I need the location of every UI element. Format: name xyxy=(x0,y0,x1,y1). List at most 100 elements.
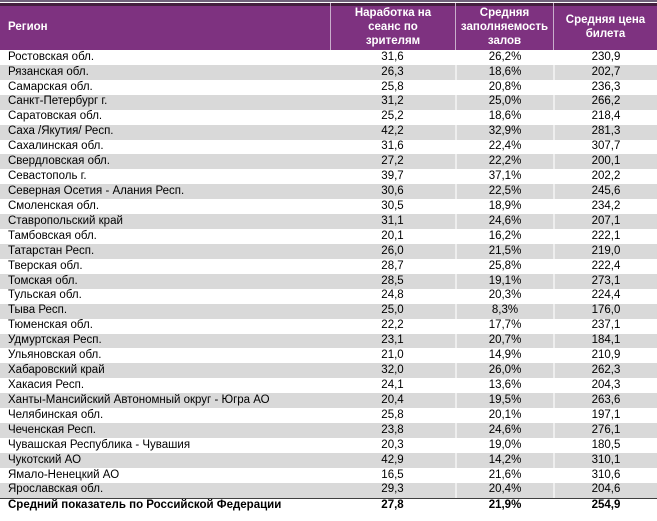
per-session-cell: 26,0 xyxy=(381,244,404,257)
price-cell: 245,6 xyxy=(553,184,657,200)
per-session-cell: 30,5 xyxy=(381,199,404,212)
price-cell: 234,2 xyxy=(553,199,657,215)
region-cell: Ставропольский край xyxy=(8,214,123,227)
per-session-cell: 25,0 xyxy=(381,304,404,317)
table-row: Саратовская обл. 25,2 18,6% 218,4 xyxy=(0,109,657,125)
table-row: Саха /Якутия/ Респ. 42,2 32,9% 281,3 xyxy=(0,124,657,140)
per-session-cell: 31,1 xyxy=(381,214,404,227)
occupancy-cell: 13,6% xyxy=(455,378,553,394)
price-cell: 266,2 xyxy=(553,94,657,110)
region-cell: Челябинская обл. xyxy=(8,408,104,421)
occupancy-cell: 18,6% xyxy=(455,109,553,125)
price-cell: 204,3 xyxy=(553,378,657,394)
price-cell: 202,2 xyxy=(553,169,657,185)
table-row: Ханты-Мансийский Автономный округ - Югра… xyxy=(0,393,657,409)
per-session-cell: 22,2 xyxy=(381,319,404,332)
table-row: Самарская обл. 25,8 20,8% 236,3 xyxy=(0,79,657,95)
region-cell: Ярославская обл. xyxy=(8,483,104,496)
table-row: Хакасия Респ. 24,1 13,6% 204,3 xyxy=(0,378,657,394)
price-cell: 307,7 xyxy=(553,139,657,155)
occupancy-cell: 37,1% xyxy=(455,169,553,185)
region-cell: Свердловская обл. xyxy=(8,155,110,168)
per-session-cell: 42,2 xyxy=(381,125,404,138)
per-session-cell: 29,3 xyxy=(381,483,404,496)
region-cell: Саха /Якутия/ Респ. xyxy=(8,125,114,138)
region-cell: Хакасия Респ. xyxy=(8,378,85,391)
total-price-cell: 254,9 xyxy=(553,498,657,514)
table-row: Хабаровский край 32,0 26,0% 262,3 xyxy=(0,363,657,379)
per-session-cell: 28,7 xyxy=(381,259,404,272)
occupancy-cell: 17,7% xyxy=(455,318,553,334)
occupancy-cell: 24,6% xyxy=(455,214,553,230)
per-session-cell: 20,3 xyxy=(381,438,404,451)
per-session-cell: 28,5 xyxy=(381,274,404,287)
price-cell: 222,1 xyxy=(553,229,657,244)
occupancy-cell: 14,9% xyxy=(455,348,553,364)
price-cell: 276,1 xyxy=(553,423,657,438)
region-cell: Чувашская Республика - Чувашия xyxy=(8,438,191,451)
region-cell: Ханты-Мансийский Автономный округ - Югра… xyxy=(8,393,270,406)
region-cell: Самарская обл. xyxy=(8,80,93,93)
per-session-cell: 39,7 xyxy=(381,170,404,183)
occupancy-cell: 16,2% xyxy=(455,229,553,244)
price-cell: 273,1 xyxy=(553,273,657,289)
column-header-hall-occupancy: Средняя заполняемость залов xyxy=(455,3,553,50)
region-cell: Тверская обл. xyxy=(8,259,83,272)
occupancy-cell: 19,1% xyxy=(455,273,553,289)
column-header-per-session-viewers: Наработка на сеанс по зрителям xyxy=(330,3,455,50)
region-cell: Тыва Респ. xyxy=(8,304,68,317)
occupancy-cell: 24,6% xyxy=(455,423,553,438)
table-row: Ямало-Ненецкий АО 16,5 21,6% 310,6 xyxy=(0,467,657,483)
table-row: Челябинская обл. 25,8 20,1% 197,1 xyxy=(0,408,657,424)
per-session-cell: 24,8 xyxy=(381,289,404,302)
price-cell: 210,9 xyxy=(553,348,657,364)
table-row: Северная Осетия - Алания Респ. 30,6 22,5% 2… xyxy=(0,184,657,200)
region-cell: Ростовская обл. xyxy=(8,50,95,63)
per-session-cell: 31,2 xyxy=(381,95,404,108)
per-session-cell: 23,1 xyxy=(381,334,404,347)
occupancy-cell: 26,0% xyxy=(455,363,553,379)
occupancy-cell: 25,0% xyxy=(455,94,553,110)
occupancy-cell: 20,7% xyxy=(455,333,553,349)
region-cell: Ульяновская обл. xyxy=(8,349,102,362)
price-cell: 237,1 xyxy=(553,318,657,334)
table-body: Ростовская обл. 31,6 26,2% 230,9 Рязанская о… xyxy=(0,50,657,514)
per-session-cell: 25,2 xyxy=(381,110,404,123)
occupancy-cell: 22,4% xyxy=(455,139,553,155)
table-row: Татарстан Респ. 26,0 21,5% 219,0 xyxy=(0,243,657,259)
per-session-cell: 20,4 xyxy=(381,393,404,406)
price-cell: 204,6 xyxy=(553,482,657,498)
price-cell: 202,7 xyxy=(553,64,657,80)
table-row: Тюменская обл. 22,2 17,7% 237,1 xyxy=(0,318,657,334)
per-session-cell: 24,1 xyxy=(381,378,404,391)
occupancy-cell: 8,3% xyxy=(455,303,553,319)
column-header-region: Регион xyxy=(8,21,48,33)
occupancy-cell: 20,8% xyxy=(455,79,553,95)
occupancy-cell: 22,5% xyxy=(455,184,553,200)
occupancy-cell: 32,9% xyxy=(455,124,553,140)
region-cell: Санкт-Петербург г. xyxy=(8,95,108,108)
table-row: Ульяновская обл. 21,0 14,9% 210,9 xyxy=(0,348,657,364)
per-session-cell: 21,0 xyxy=(381,349,404,362)
price-cell: 219,0 xyxy=(553,243,657,259)
per-session-cell: 23,8 xyxy=(381,423,404,436)
per-session-cell: 32,0 xyxy=(381,364,404,377)
price-cell: 224,4 xyxy=(553,288,657,304)
table-row: Тверская обл. 28,7 25,8% 222,4 xyxy=(0,258,657,274)
region-cell: Ямало-Ненецкий АО xyxy=(8,468,120,481)
occupancy-cell: 19,0% xyxy=(455,437,553,453)
total-row: Средний показатель по Российской Федерац… xyxy=(0,497,657,514)
occupancy-cell: 26,2% xyxy=(455,50,553,65)
occupancy-cell: 20,3% xyxy=(455,288,553,304)
price-cell: 222,4 xyxy=(553,258,657,274)
price-cell: 197,1 xyxy=(553,408,657,424)
price-cell: 180,5 xyxy=(553,437,657,453)
region-cell: Удмуртская Респ. xyxy=(8,334,102,347)
table-row: Ростовская обл. 31,6 26,2% 230,9 xyxy=(0,50,657,65)
per-session-cell: 26,3 xyxy=(381,65,404,78)
table-row: Томская обл. 28,5 19,1% 273,1 xyxy=(0,273,657,289)
region-cell: Тамбовская обл. xyxy=(8,229,97,242)
table-row: Чувашская Республика - Чувашия 20,3 19,0% 1… xyxy=(0,437,657,453)
